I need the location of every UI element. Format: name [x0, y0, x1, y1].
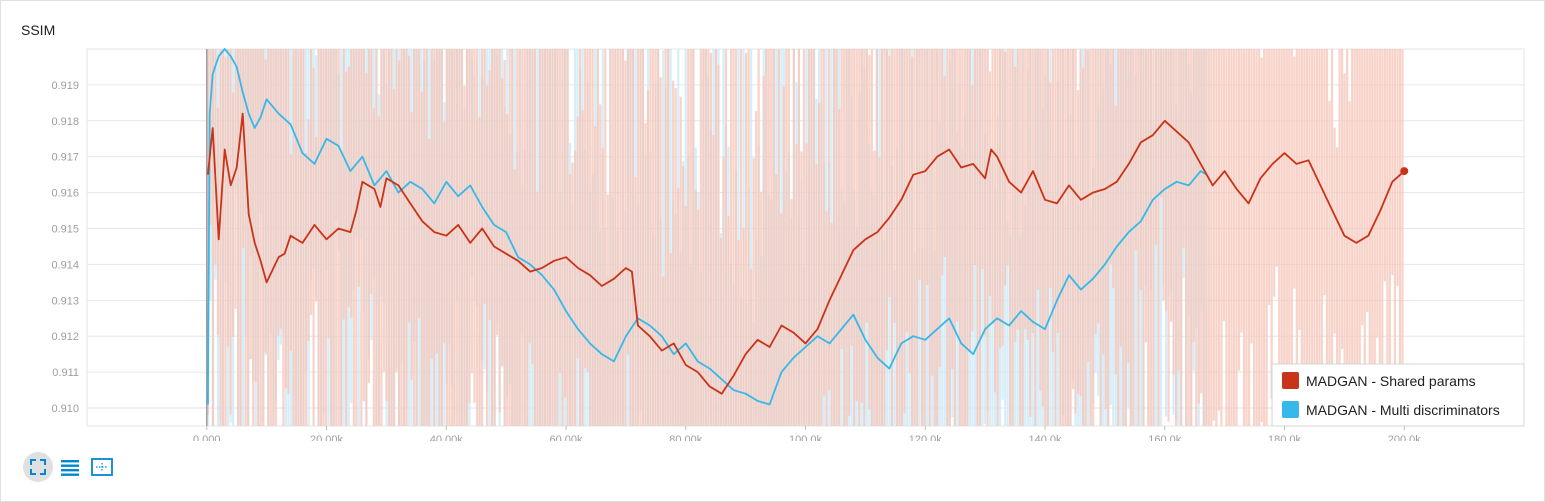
lines-icon — [61, 460, 79, 476]
x-tick-label: 200.0k — [1388, 434, 1422, 441]
x-tick-label: 180.0k — [1268, 434, 1302, 441]
y-tick-label: 0.914 — [51, 259, 79, 271]
x-tick-label: 40.00k — [430, 434, 464, 441]
series-line — [207, 48, 1208, 406]
expand-icon — [30, 459, 46, 475]
series-layer — [207, 48, 1409, 406]
expand-button[interactable] — [23, 452, 53, 482]
y-tick-label: 0.917 — [51, 152, 79, 164]
fit-domain-button[interactable] — [87, 452, 117, 482]
x-tick-labels: 0.000 20.00k 40.00k 60.00k 80.00k 100.0k 120.0… — [193, 434, 1421, 441]
x-tick-label: 80.00k — [669, 434, 703, 441]
y-tick-label: 0.912 — [51, 331, 79, 343]
x-tick-label: 0.000 — [193, 434, 221, 441]
legend: MADGAN - Shared params MADGAN - Multi di… — [1271, 363, 1525, 427]
series-end-point — [1400, 167, 1409, 176]
x-tick-label: 140.0k — [1028, 434, 1062, 441]
legend-label-multi-discriminators: MADGAN - Multi discriminators — [1306, 402, 1500, 418]
y-tick-label: 0.919 — [51, 80, 79, 92]
x-tick-label: 120.0k — [909, 434, 943, 441]
y-tick-label: 0.915 — [51, 224, 79, 236]
x-tick-label: 160.0k — [1148, 434, 1182, 441]
toggle-log-lines-button[interactable] — [55, 452, 85, 482]
y-tick-label: 0.911 — [52, 367, 79, 379]
legend-box — [1271, 363, 1525, 427]
x-tick-label: 20.00k — [310, 434, 344, 441]
chart-title: SSIM — [21, 22, 56, 38]
y-tick-label: 0.918 — [51, 116, 79, 128]
fit-domain-icon — [91, 458, 113, 476]
y-tick-label: 0.916 — [51, 188, 79, 200]
legend-label-shared-params: MADGAN - Shared params — [1306, 373, 1476, 389]
x-tick-label: 60.00k — [549, 434, 583, 441]
raw-noise-layer — [206, 49, 1404, 426]
y-tick-label: 0.910 — [51, 403, 79, 415]
y-tick-labels: 0.910 0.911 0.912 0.913 0.914 0.915 0.916 0.917… — [51, 80, 79, 415]
legend-swatch-multi-discriminators — [1282, 401, 1299, 418]
x-tick-label: 100.0k — [789, 434, 823, 441]
ssim-line-chart[interactable]: 0.000 20.00k 40.00k 60.00k 80.00k 100.0k 120.0… — [1, 1, 1544, 441]
series-line — [207, 112, 1405, 395]
legend-swatch-shared-params — [1282, 372, 1299, 389]
y-tick-label: 0.913 — [51, 295, 79, 307]
